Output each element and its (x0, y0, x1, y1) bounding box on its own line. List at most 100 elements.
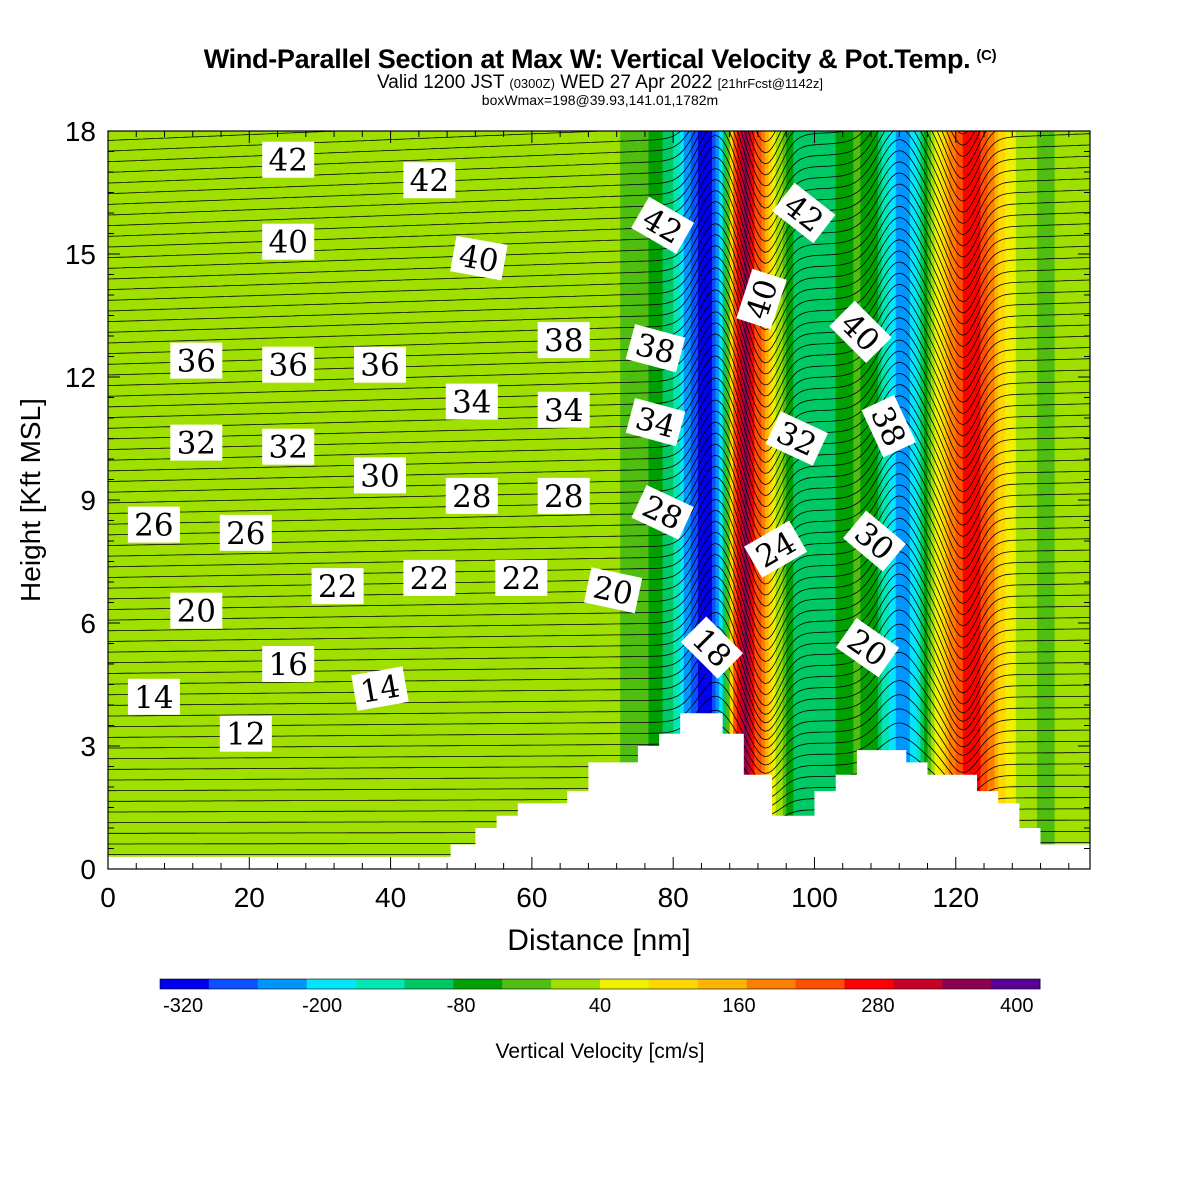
velocity-cell (722, 131, 727, 869)
x-tick-label: 0 (100, 882, 116, 913)
velocity-cell (334, 131, 339, 869)
velocity-cell (118, 131, 123, 869)
colorbar: -320 -200 -80 40 160 280 400 Vertical Velocity … (159, 978, 1041, 1063)
velocity-cell (330, 131, 335, 869)
contour-label-26: 26 (127, 506, 180, 544)
velocity-cell (404, 131, 409, 869)
velocity-cell (588, 131, 593, 869)
contour-label-text: 36 (177, 344, 216, 380)
contour-label-box (127, 678, 180, 715)
velocity-cell (277, 131, 282, 869)
velocity-cell (528, 131, 533, 869)
velocity-cell (298, 131, 303, 869)
velocity-cell (849, 131, 854, 869)
velocity-cell (136, 131, 141, 869)
contour-label-text: 22 (410, 561, 449, 597)
velocity-cell (344, 131, 349, 869)
velocity-cell (708, 131, 713, 869)
velocity-cell (436, 131, 441, 869)
contour-label-box (495, 559, 548, 596)
velocity-cell (348, 131, 353, 869)
contour-label-text: 22 (318, 569, 357, 605)
theta-contour-line (108, 339, 1090, 452)
colorbar-swatch (648, 979, 699, 989)
colorbar-swatch (991, 979, 1041, 989)
contour-label-box (631, 196, 695, 254)
velocity-cell (358, 131, 363, 869)
contour-label-20: 20 (170, 592, 223, 630)
contour-label-box (445, 383, 498, 420)
colorbar-swatch (551, 979, 601, 989)
velocity-cell (182, 131, 187, 869)
contour-label-box (537, 322, 590, 359)
velocity-cell (390, 131, 395, 869)
contour-label-box (354, 457, 406, 494)
velocity-cell (1015, 131, 1020, 869)
velocity-cell (1061, 131, 1066, 869)
theta-contour-line (108, 428, 1090, 541)
velocity-cell (765, 131, 770, 869)
colorbar-label: Vertical Velocity [cm/s] (496, 1040, 705, 1063)
contour-label-text: 14 (358, 668, 403, 710)
velocity-cell (281, 131, 286, 869)
velocity-cell (175, 131, 180, 869)
y-tick-label: 6 (80, 608, 96, 639)
velocity-cell (683, 131, 688, 869)
theta-contour-line (108, 194, 1090, 309)
velocity-cell (796, 131, 801, 869)
velocity-cell (351, 131, 356, 869)
velocity-cell (595, 131, 600, 869)
velocity-cell (969, 131, 975, 869)
velocity-cell (941, 131, 946, 869)
y-tick-label: 0 (80, 854, 96, 885)
contour-label-box (625, 397, 686, 447)
velocity-cell (443, 131, 448, 869)
velocity-cell (150, 131, 155, 869)
theta-contour-line (108, 328, 1090, 441)
contour-label-box (680, 616, 744, 679)
contour-label-box (625, 324, 686, 373)
chart-box-info: boxWmax=198@39.93,141.01,1782m (481, 92, 719, 108)
velocity-cell (772, 131, 777, 869)
velocity-cell (923, 131, 929, 869)
velocity-cell (976, 131, 982, 869)
colorbar-tick-label: -80 (447, 995, 476, 1017)
contour-label-40: 40 (262, 223, 315, 261)
velocity-cell (856, 131, 861, 869)
velocity-cell (878, 131, 883, 869)
contour-label-text: 36 (360, 348, 399, 384)
velocity-cell (387, 131, 392, 869)
theta-contour-line (108, 217, 1090, 331)
terrain (108, 713, 1090, 869)
velocity-cell (591, 131, 597, 869)
contour-label-12: 12 (219, 715, 272, 753)
colorbar-swatch (355, 979, 405, 989)
velocity-cell (1019, 131, 1024, 869)
theta-contour-line (108, 484, 1090, 596)
velocity-cell (913, 131, 918, 869)
velocity-cell (323, 131, 328, 869)
contour-label-36: 36 (262, 346, 315, 384)
velocity-cell (927, 131, 932, 869)
contour-label-16: 16 (262, 646, 315, 683)
velocity-cell (369, 131, 374, 869)
contour-label-text: 38 (544, 323, 583, 359)
velocity-cell (987, 131, 992, 869)
theta-contour-line (108, 250, 1090, 364)
velocity-cell (379, 131, 385, 869)
velocity-cell (401, 131, 406, 869)
contour-label-text: 20 (590, 569, 636, 612)
x-tick-label: 120 (932, 882, 979, 913)
velocity-cell (146, 131, 151, 869)
velocity-cell (803, 131, 809, 869)
theta-contour-line (108, 551, 1090, 662)
contour-label-22: 22 (311, 568, 364, 605)
velocity-cell (934, 131, 939, 869)
theta-contour-line (108, 205, 1090, 320)
velocity-cell (521, 131, 526, 869)
contour-label-box (631, 484, 694, 540)
velocity-cell (192, 131, 197, 869)
velocity-cell (153, 131, 159, 869)
contour-label-22: 22 (403, 559, 456, 597)
